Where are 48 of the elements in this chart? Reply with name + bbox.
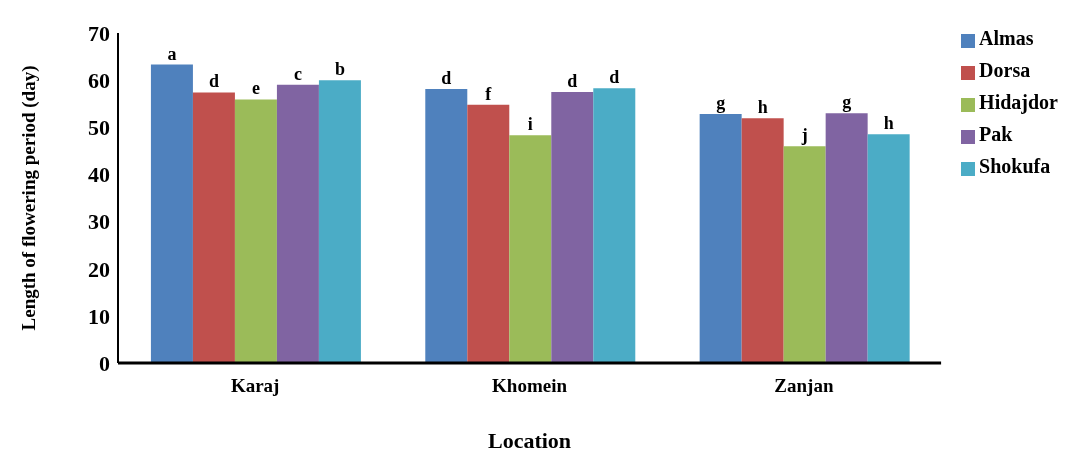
legend-label: Shokufa — [979, 155, 1051, 177]
y-tick-label: 10 — [88, 303, 110, 329]
bar — [192, 92, 235, 363]
data-label: a — [167, 43, 177, 64]
bar — [783, 146, 826, 363]
data-label: d — [441, 68, 452, 89]
data-label: j — [800, 125, 808, 146]
data-label: d — [609, 67, 620, 88]
bar — [318, 80, 361, 363]
legend-label: Dorsa — [979, 59, 1031, 81]
bar — [467, 104, 510, 363]
y-axis-title: Length of flowering period (day) — [17, 65, 40, 331]
bar — [276, 84, 319, 363]
y-tick-label: 20 — [88, 256, 110, 282]
x-tick-label: Karaj — [230, 375, 280, 397]
data-label: g — [842, 92, 852, 113]
data-label: d — [567, 70, 578, 91]
y-tick-label: 40 — [88, 162, 110, 188]
y-tick-label: 70 — [88, 20, 110, 46]
data-label: c — [293, 63, 302, 84]
data-label: e — [251, 78, 260, 99]
legend-label: Almas — [979, 27, 1034, 49]
data-label: b — [334, 59, 345, 80]
bar — [551, 91, 594, 363]
bar — [234, 99, 277, 363]
bar — [741, 118, 784, 363]
bar — [425, 89, 468, 363]
bar — [593, 88, 636, 363]
x-tick-label: Khomein — [492, 375, 568, 397]
bar — [699, 114, 742, 363]
x-axis-title: Location — [487, 428, 572, 453]
bar — [150, 64, 193, 363]
y-tick-label: 50 — [88, 115, 110, 141]
data-label: i — [527, 114, 533, 135]
y-tick-label: 30 — [88, 209, 110, 235]
bar — [509, 135, 552, 363]
bar — [867, 134, 910, 363]
x-tick-label: Zanjan — [774, 375, 834, 397]
data-label: h — [883, 113, 894, 134]
bar — [825, 113, 868, 363]
data-label: d — [208, 71, 219, 92]
y-tick-label: 60 — [88, 67, 110, 93]
data-label: h — [757, 97, 768, 118]
legend-label: Hidajdor — [979, 91, 1058, 113]
legend-label: Pak — [979, 123, 1013, 145]
y-tick-label: 0 — [99, 350, 110, 376]
data-label: g — [716, 93, 726, 114]
data-label: f — [485, 83, 493, 104]
